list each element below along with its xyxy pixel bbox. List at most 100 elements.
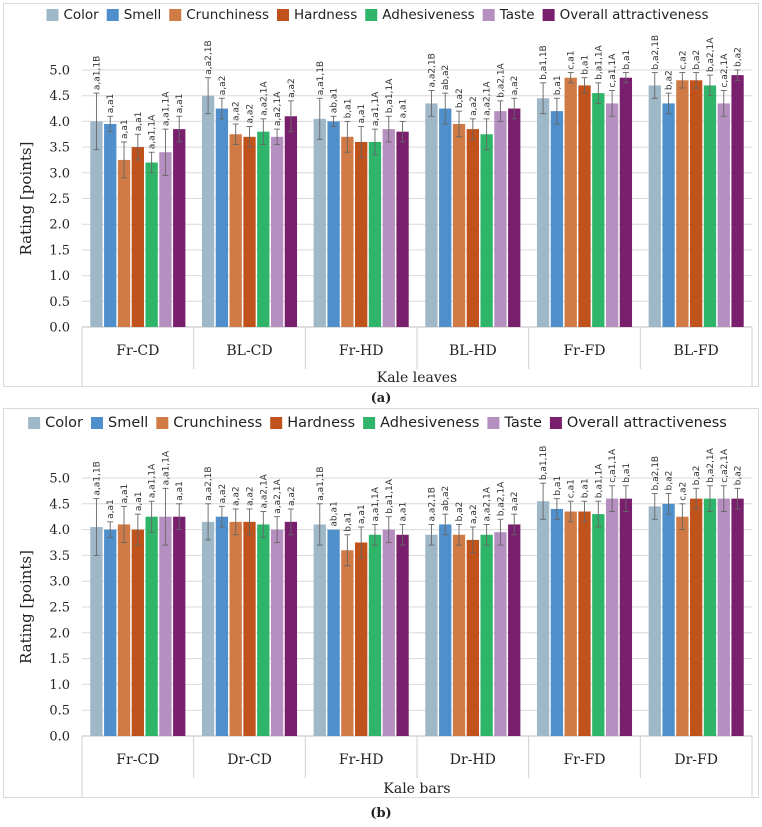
y-tick-label: 1.0 [49, 678, 70, 693]
significance-label: a,a2 [232, 486, 242, 506]
bars [90, 75, 744, 328]
bar-hardness [690, 498, 703, 736]
significance-label: b,a2,1A [496, 481, 506, 516]
y-tick-label: 4.0 [49, 523, 70, 538]
y-tick-label: 4.5 [49, 89, 70, 104]
significance-label: c,a2,1A [720, 448, 730, 483]
significance-label: a,a2 [469, 96, 479, 116]
x-tick-label: Dr-CD [227, 752, 272, 768]
bar-smell [104, 123, 117, 327]
bar-taste [270, 136, 284, 327]
bar-hardness [355, 141, 368, 327]
bar-overall-attractiveness [396, 131, 409, 327]
bar-taste [605, 498, 619, 736]
significance-label: b,a1,1A [594, 44, 604, 79]
bar-crunchiness [341, 550, 354, 736]
legend-swatch-1 [106, 9, 119, 21]
significance-label: a,a2,1A [273, 91, 283, 126]
bar-hardness [243, 521, 256, 736]
bar-hardness [131, 147, 144, 327]
bar-overall-attractiveness [173, 129, 186, 327]
significance-label: a,a2,1B [427, 53, 437, 87]
legend-swatch-0 [46, 9, 59, 21]
bar-color [90, 121, 103, 328]
significance-label: a,a1,1A [148, 463, 158, 498]
bar-crunchiness [564, 511, 577, 736]
legend-label-1: Smell [108, 415, 148, 431]
significance-label: a,a2,1A [483, 486, 493, 521]
x-tick-label: BL-CD [226, 343, 272, 359]
chart-frame [3, 3, 759, 387]
bar-adhesiveness [592, 93, 605, 327]
significance-label: b,a1 [581, 478, 591, 498]
significance-label: a,a1 [134, 112, 144, 132]
significance-label: a,a2,1A [273, 478, 283, 513]
y-tick-label: 3.0 [49, 575, 70, 590]
y-tick-label: 0.5 [49, 704, 70, 719]
bar-crunchiness [564, 77, 577, 328]
significance-label: a,a2 [232, 101, 242, 121]
significance-label: a,a2 [510, 491, 520, 511]
bar-smell [550, 111, 564, 328]
bar-taste [717, 103, 730, 327]
x-tick-label: Dr-FD [674, 752, 718, 768]
panel-label: (a) [371, 391, 392, 406]
significance-label: b,a2 [665, 471, 675, 491]
y-tick-label: 5.0 [49, 64, 70, 79]
bar-taste [494, 111, 507, 328]
bar-crunchiness [229, 521, 242, 736]
bar-adhesiveness [145, 162, 158, 327]
bar-taste [717, 498, 730, 736]
y-tick-label: 1.5 [49, 243, 70, 258]
bar-hardness [243, 136, 256, 327]
x-tick-label: Fr-CD [116, 752, 159, 768]
significance-label: a,a2 [510, 76, 520, 96]
significance-label: a,a1 [134, 491, 144, 511]
y-tick-label: 5.0 [49, 472, 70, 487]
legend-label-6: Overall attractiveness [560, 7, 709, 23]
bar-adhesiveness [368, 141, 382, 327]
bar-crunchiness [452, 534, 466, 736]
y-axis-title: Rating [points] [17, 550, 35, 664]
bar-color [90, 527, 103, 736]
y-tick-label: 2.5 [49, 192, 70, 207]
x-tick-label: BL-FD [674, 343, 719, 359]
significance-label: a,a1 [399, 99, 409, 119]
significance-label: c,a1 [567, 479, 577, 498]
error-bars [93, 482, 741, 567]
bar-taste [159, 516, 172, 736]
significance-label: ab,a1 [330, 88, 340, 113]
y-tick-label: 2.0 [49, 626, 70, 641]
y-tick-label: 2.0 [49, 218, 70, 233]
significance-label: b,a2 [455, 88, 465, 108]
significance-label: b,a1 [343, 99, 353, 119]
y-axis: 0.0 0.5 1.0 1.5 2.0 2.5 3.0 3.5 4.0 4.5 5.0 [49, 64, 70, 336]
x-axis-title: Kale bars [383, 781, 450, 797]
bar-overall-attractiveness [508, 108, 521, 327]
significance-label: a,a2 [218, 76, 228, 96]
bar-smell [662, 503, 675, 736]
bar-overall-attractiveness [731, 498, 744, 736]
significance-label: b,a2,1B [651, 35, 661, 70]
y-tick-label: 0.5 [49, 295, 70, 310]
significance-label: c,a1 [567, 51, 577, 70]
bar-smell [439, 524, 452, 736]
significance-label: b,a2 [692, 50, 702, 70]
bar-smell [662, 103, 675, 327]
bar-taste [494, 532, 507, 736]
x-tick-label: Fr-HD [339, 752, 384, 768]
bar-color [313, 118, 326, 327]
bar-hardness [690, 80, 703, 327]
bar-smell [215, 516, 229, 736]
y-axis: 0.0 0.5 1.0 1.5 2.0 2.5 3.0 3.5 4.0 4.5 5.0 [49, 472, 70, 745]
bar-crunchiness [117, 524, 131, 736]
significance-label: a,a1 [175, 481, 185, 501]
significance-label: ab,a2 [441, 65, 451, 90]
legend-label-3: Hardness [294, 7, 357, 23]
significance-label: b,a2,1A [496, 62, 506, 97]
bar-adhesiveness [257, 131, 270, 327]
bar-taste [159, 152, 172, 327]
bar-adhesiveness [257, 524, 270, 736]
bar-hardness [466, 129, 479, 327]
significance-label: a,a1 [106, 499, 116, 519]
